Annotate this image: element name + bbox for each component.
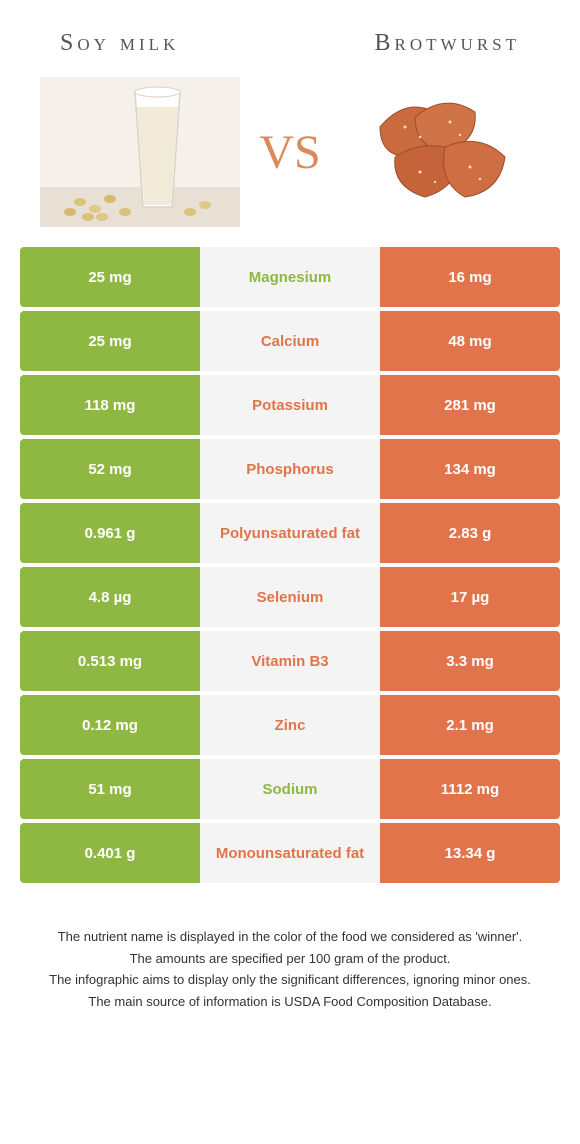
left-value-cell: 0.961 g [20,503,200,563]
vs-label: VS [259,125,320,180]
left-value-cell: 52 mg [20,439,200,499]
left-value-cell: 51 mg [20,759,200,819]
right-value-cell: 16 mg [380,247,560,307]
nutrient-label-cell: Magnesium [200,247,380,307]
nutrient-label-cell: Vitamin B3 [200,631,380,691]
left-value-cell: 25 mg [20,311,200,371]
right-value-cell: 2.83 g [380,503,560,563]
right-value-cell: 17 µg [380,567,560,627]
table-row: 51 mgSodium1112 mg [20,759,560,819]
footer-notes: The nutrient name is displayed in the co… [0,887,580,1011]
footer-line: The amounts are specified per 100 gram o… [40,949,540,969]
nutrient-label-cell: Sodium [200,759,380,819]
nutrient-label-cell: Monounsaturated fat [200,823,380,883]
right-value-cell: 13.34 g [380,823,560,883]
milk-glass-icon [40,77,240,227]
left-value-cell: 118 mg [20,375,200,435]
nutrient-label-cell: Phosphorus [200,439,380,499]
footer-line: The infographic aims to display only the… [40,970,540,990]
right-value-cell: 2.1 mg [380,695,560,755]
right-value-cell: 281 mg [380,375,560,435]
table-row: 0.401 gMonounsaturated fat13.34 g [20,823,560,883]
header: Soy milk Brotwurst [0,0,580,77]
nutrient-label-cell: Polyunsaturated fat [200,503,380,563]
table-row: 52 mgPhosphorus134 mg [20,439,560,499]
table-row: 0.513 mgVitamin B33.3 mg [20,631,560,691]
brotwurst-image [340,77,540,227]
table-row: 25 mgMagnesium16 mg [20,247,560,307]
right-value-cell: 3.3 mg [380,631,560,691]
comparison-table: 25 mgMagnesium16 mg25 mgCalcium48 mg118 … [0,247,580,883]
nutrient-label-cell: Zinc [200,695,380,755]
table-row: 25 mgCalcium48 mg [20,311,560,371]
table-row: 4.8 µgSelenium17 µg [20,567,560,627]
sausage-icon [360,87,520,217]
nutrient-label-cell: Selenium [200,567,380,627]
footer-line: The nutrient name is displayed in the co… [40,927,540,947]
right-value-cell: 134 mg [380,439,560,499]
nutrient-label-cell: Potassium [200,375,380,435]
footer-line: The main source of information is USDA F… [40,992,540,1012]
left-value-cell: 0.513 mg [20,631,200,691]
table-row: 0.961 gPolyunsaturated fat2.83 g [20,503,560,563]
right-value-cell: 48 mg [380,311,560,371]
images-row: VS [0,77,580,247]
right-value-cell: 1112 mg [380,759,560,819]
left-value-cell: 0.12 mg [20,695,200,755]
soy-milk-image [40,77,240,227]
left-food-title: Soy milk [60,30,179,57]
left-value-cell: 0.401 g [20,823,200,883]
right-food-title: Brotwurst [374,30,520,57]
table-row: 0.12 mgZinc2.1 mg [20,695,560,755]
left-value-cell: 4.8 µg [20,567,200,627]
table-row: 118 mgPotassium281 mg [20,375,560,435]
nutrient-label-cell: Calcium [200,311,380,371]
left-value-cell: 25 mg [20,247,200,307]
